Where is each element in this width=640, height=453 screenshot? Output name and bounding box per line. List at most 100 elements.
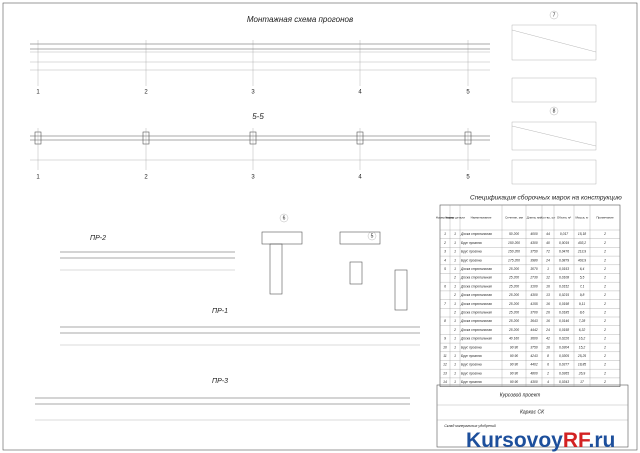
spec-cell: 2	[546, 371, 549, 375]
spec-cell: 18,85	[578, 363, 586, 367]
spec-cell: Доска стропильная	[460, 293, 492, 297]
profile-label: ПР-1	[212, 308, 228, 315]
spec-cell: 25 200	[508, 284, 519, 288]
spec-cell: 3643	[530, 319, 538, 323]
spec-cell: 24	[545, 328, 550, 332]
section-beams	[30, 135, 490, 161]
spec-cell: 2	[603, 337, 606, 341]
spec-cell: 1	[454, 258, 456, 262]
spec-header: Наименование	[471, 215, 492, 219]
axis-label: 1	[36, 90, 40, 96]
spec-cell: 2	[453, 328, 456, 332]
building: Склад минеральных удобрений	[444, 424, 495, 428]
spec-cell: 2	[453, 311, 456, 315]
spec-cell: Доска стропильная	[460, 267, 492, 271]
spec-cell: 4243	[530, 354, 538, 358]
spec-cell: 0,017	[560, 232, 568, 236]
watermark: KursovoyRF.ru	[466, 429, 615, 452]
spec-cell: 2	[603, 363, 606, 367]
spec-cell: 0,0158	[559, 328, 569, 332]
spec-title: Спецификация сборочных марок на конструк…	[470, 194, 622, 202]
spec-cell: Брус прогона	[461, 363, 482, 367]
spec-cell: 2	[603, 241, 606, 245]
spec-cell: 3750	[530, 250, 538, 254]
spec-cell: 4800	[530, 371, 538, 375]
spec-cell: 1	[454, 319, 456, 323]
spec-cell: 15,2	[579, 345, 586, 349]
wm-3: .ru	[589, 429, 616, 452]
spec-cell: 90 90	[510, 354, 518, 358]
spec-header: Сечение, мм	[505, 215, 523, 219]
spec-cell: 403,2	[578, 241, 586, 245]
spec-cell: 6,4	[580, 267, 585, 271]
spec-cell: 1	[454, 371, 456, 375]
spec-cell: 3070	[530, 267, 538, 271]
spec-cell: 2	[603, 371, 606, 375]
profile-label: ПР-2	[90, 235, 106, 242]
spec-cell: 1	[454, 284, 456, 288]
spec-cell: 150 200	[508, 250, 520, 254]
spec-cell: 2	[603, 328, 606, 332]
spec-cell: 25 200	[508, 302, 519, 306]
spec-cell: 2	[603, 302, 606, 306]
spec-cell: 1	[454, 302, 456, 306]
detail-marker	[279, 213, 289, 223]
spec-cell: 1	[454, 337, 456, 341]
axis-label: 4	[358, 90, 362, 96]
spec-cell: 1	[454, 345, 456, 349]
spec-cell: 4300	[530, 380, 538, 384]
spec-cell: 1	[454, 250, 456, 254]
spec-cell: 0,0879	[559, 258, 569, 262]
spec-header: Кол-во, шт	[541, 215, 556, 219]
spec-cell: 1	[454, 363, 456, 367]
spec-cell: 25 200	[508, 293, 519, 297]
spec-cell: 2	[443, 241, 446, 245]
spec-cell: Брус прогона	[461, 241, 482, 245]
spec-cell: 7,1	[580, 284, 585, 288]
spec-cell: 0,0198	[559, 302, 569, 306]
spec-cell: 2	[603, 345, 606, 349]
spec-cell: 3600	[530, 337, 538, 341]
spec-cell: 3750	[530, 345, 538, 349]
spec-cell: 16	[546, 302, 550, 306]
spec-cell: 150 200	[508, 241, 520, 245]
spec-cell: 24	[545, 258, 550, 262]
spec-cell: 0,0185	[559, 311, 569, 315]
spec-cell: Брус прогона	[461, 345, 482, 349]
axis-label: 3	[251, 90, 255, 96]
detail-label: 6	[283, 215, 286, 221]
spec-cell: 1	[547, 267, 549, 271]
spec-cell: 44	[546, 232, 550, 236]
spec-cell: 12	[443, 363, 447, 367]
spec-cell: 25 200	[508, 311, 519, 315]
spec-cell: Доска стропильная	[460, 319, 492, 323]
spec-cell: 16,2	[579, 337, 586, 341]
spec-cell: 8	[547, 354, 549, 358]
spec-cell: 1	[454, 241, 456, 245]
spec-cell: 90 90	[510, 371, 518, 375]
spec-cell: 42	[546, 337, 550, 341]
spec-cell: Брус прогона	[461, 371, 482, 375]
spec-header: Масса, кг	[576, 215, 589, 219]
detail-label: 7	[553, 12, 556, 18]
spec-cell: 15,18	[578, 232, 586, 236]
spec-cell: 1	[454, 232, 456, 236]
spec-cell: 0,0305	[559, 354, 569, 358]
spec-cell: 4442	[530, 328, 538, 332]
spec-cell: 2	[603, 276, 606, 280]
spec-cell: Брус прогона	[461, 258, 482, 262]
spec-cell: Доска стропильная	[460, 284, 492, 288]
spec-cell: 17	[580, 380, 584, 384]
spec-cell: 0,0226	[559, 337, 569, 341]
spec-cell: 90 90	[510, 380, 518, 384]
spec-cell: 8	[444, 319, 446, 323]
spec-cell: 175 200	[508, 258, 520, 262]
spec-cell: 25 200	[508, 276, 519, 280]
spec-cell: 90 90	[510, 345, 518, 349]
spec-cell: 2	[603, 232, 606, 236]
spec-cell: 6	[547, 363, 549, 367]
subject: Каркас СК	[520, 409, 545, 415]
spec-cell: 16	[546, 345, 550, 349]
